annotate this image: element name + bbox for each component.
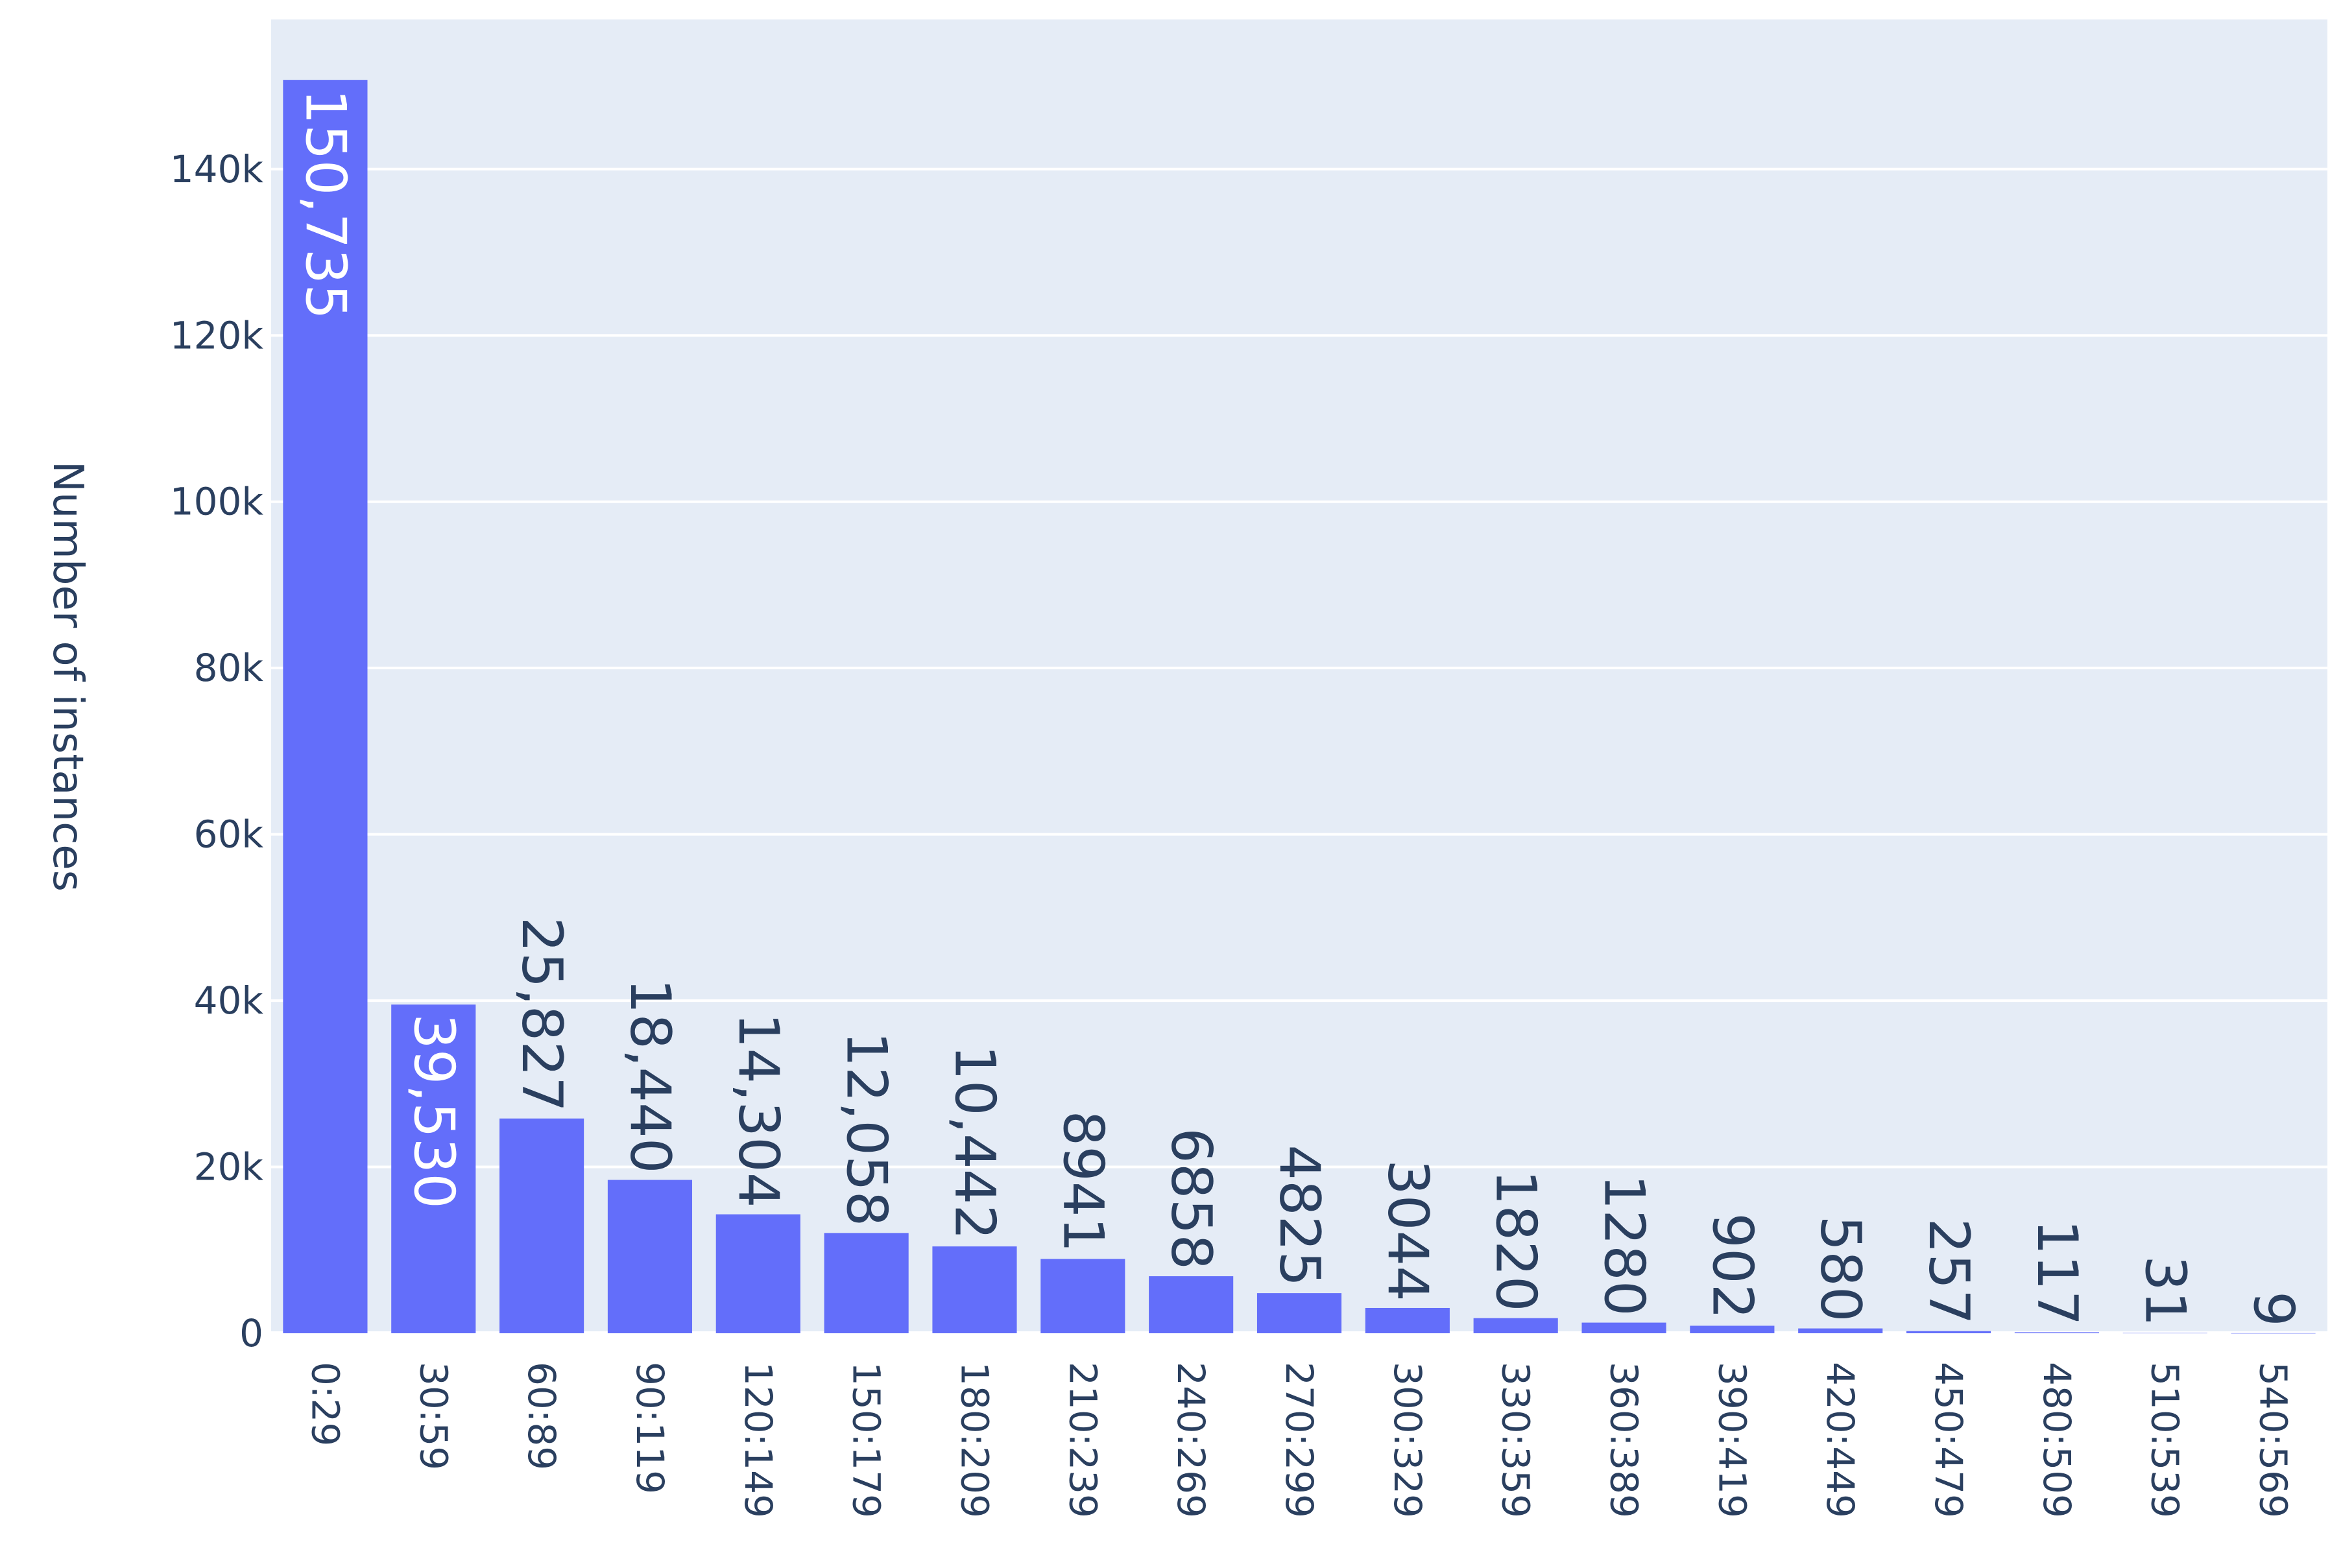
x-tick-label: 450:479 xyxy=(1927,1362,1971,1518)
bar xyxy=(499,1118,584,1333)
x-tick-label: 60:89 xyxy=(520,1362,564,1470)
bar xyxy=(2231,1333,2316,1334)
bar xyxy=(2122,1333,2207,1334)
y-tick-label: 100k xyxy=(170,480,264,524)
bar-value-labels: 150,735 39,530 25,827 18,440 14,304 12,058 10,… xyxy=(293,89,2305,1327)
x-tick-label: 150:179 xyxy=(845,1362,889,1518)
bar xyxy=(2014,1332,2099,1333)
x-tick-label: 240:269 xyxy=(1169,1362,1213,1518)
bar xyxy=(283,80,368,1334)
x-axis-ticks: 0:29 30:59 60:89 90:119 120:149 150:179 180:20… xyxy=(303,1362,2295,1518)
x-tick-label: 540:569 xyxy=(2252,1362,2296,1518)
bar-value-label: 12,058 xyxy=(834,1031,899,1226)
x-tick-label: 300:329 xyxy=(1386,1362,1430,1518)
bar-value-label: 31 xyxy=(2133,1255,2198,1326)
bar-value-label: 580 xyxy=(1808,1215,1873,1322)
y-axis-title: Number of instances xyxy=(43,461,91,892)
bar xyxy=(824,1233,909,1333)
bar-value-label: 1820 xyxy=(1483,1170,1548,1312)
x-tick-label: 210:239 xyxy=(1061,1362,1105,1518)
bar-value-label: 9 xyxy=(2241,1291,2306,1327)
bar-value-label: 3044 xyxy=(1375,1159,1440,1301)
y-tick-label: 120k xyxy=(170,313,264,357)
bar-value-label: 39,530 xyxy=(401,1014,466,1209)
y-tick-label: 0 xyxy=(239,1311,263,1355)
y-tick-label: 60k xyxy=(194,813,264,857)
bar-value-label: 14,304 xyxy=(726,1013,791,1208)
bar-value-label: 902 xyxy=(1699,1213,1764,1319)
bar xyxy=(932,1246,1017,1333)
bar-value-label: 117 xyxy=(2024,1219,2089,1325)
bar-value-label: 150,735 xyxy=(293,89,357,320)
bar-value-label: 8941 xyxy=(1050,1110,1115,1252)
bar xyxy=(1906,1331,1991,1333)
bar-value-label: 1280 xyxy=(1592,1174,1657,1316)
x-tick-label: 30:59 xyxy=(411,1362,455,1470)
x-tick-label: 180:209 xyxy=(952,1362,996,1518)
x-tick-label: 270:299 xyxy=(1277,1362,1321,1518)
y-tick-label: 40k xyxy=(194,979,264,1023)
bar-value-label: 25,827 xyxy=(509,917,574,1112)
bar xyxy=(607,1180,693,1333)
x-tick-label: 510:539 xyxy=(2143,1362,2187,1518)
y-tick-label: 20k xyxy=(194,1145,264,1189)
bar-value-label: 6858 xyxy=(1159,1128,1223,1270)
bars xyxy=(283,80,2316,1334)
x-tick-label: 360:389 xyxy=(1602,1362,1646,1518)
bar xyxy=(1473,1318,1558,1333)
bar xyxy=(1256,1293,1342,1333)
bar-value-label: 4825 xyxy=(1267,1145,1332,1287)
bar xyxy=(1690,1325,1775,1333)
x-tick-label: 420:449 xyxy=(1818,1362,1862,1518)
x-tick-label: 120:149 xyxy=(736,1362,780,1518)
plot-background xyxy=(271,19,2327,1333)
y-tick-label: 140k xyxy=(170,147,264,191)
x-tick-label: 480:509 xyxy=(2035,1362,2079,1518)
y-axis-ticks: 0 20k 40k 60k 80k 100k 120k 140k xyxy=(170,147,264,1355)
bar xyxy=(1365,1307,1450,1333)
bar-value-label: 10,442 xyxy=(942,1045,1007,1240)
x-tick-label: 330:359 xyxy=(1494,1362,1538,1518)
x-tick-label: 90:119 xyxy=(628,1362,672,1494)
bar xyxy=(391,1004,476,1333)
x-tick-label: 390:419 xyxy=(1710,1362,1754,1518)
bar xyxy=(1798,1328,1883,1333)
bar xyxy=(1581,1322,1666,1333)
bar-value-label: 257 xyxy=(1916,1218,1981,1325)
y-tick-label: 80k xyxy=(194,646,264,690)
bar xyxy=(1040,1259,1125,1333)
x-tick-label: 0:29 xyxy=(303,1362,347,1446)
bar-value-label: 18,440 xyxy=(618,979,682,1174)
bar xyxy=(715,1214,800,1333)
bar xyxy=(1149,1276,1234,1333)
